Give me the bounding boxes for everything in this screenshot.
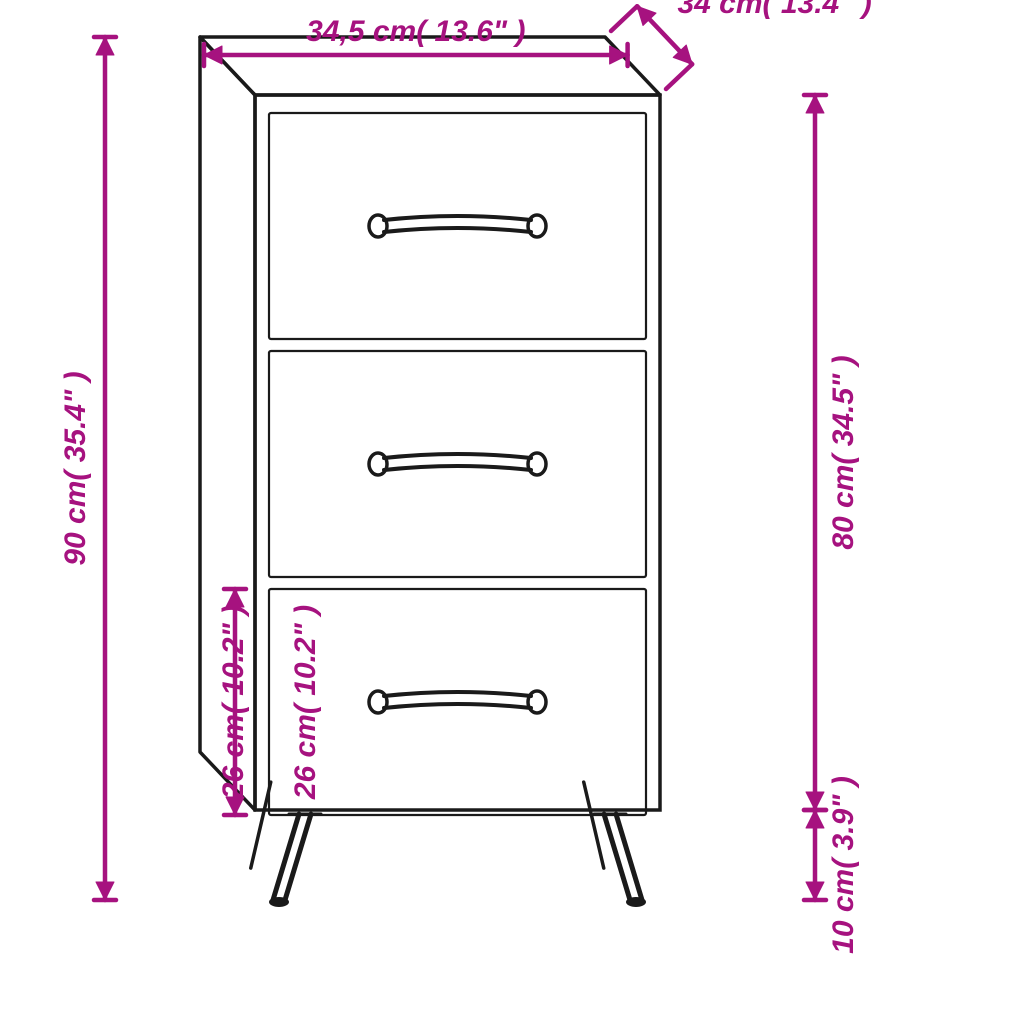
drawer-handle bbox=[369, 215, 546, 237]
product-outline bbox=[200, 37, 660, 907]
dim-leg-height-label: 10 cm( 3.9" ) bbox=[827, 776, 860, 954]
dimension-diagram: 34,5 cm( 13.6" ) 34 cm( 13.4" ) 90 cm( 35.… bbox=[0, 0, 1024, 1024]
dim-drawer-height-label-2: 26 cm( 10.2" ) bbox=[289, 605, 322, 800]
dim-body-height-label: 80 cm( 34.5" ) bbox=[827, 355, 860, 549]
dim-total-height-label: 90 cm( 35.4" ) bbox=[59, 371, 92, 565]
drawer-handle bbox=[369, 453, 546, 475]
dim-width-label: 34,5 cm( 13.6" ) bbox=[306, 15, 525, 48]
drawer-handle bbox=[369, 691, 546, 713]
cabinet-leg bbox=[269, 814, 321, 907]
dim-depth-label: 34 cm( 13.4" ) bbox=[677, 0, 871, 20]
